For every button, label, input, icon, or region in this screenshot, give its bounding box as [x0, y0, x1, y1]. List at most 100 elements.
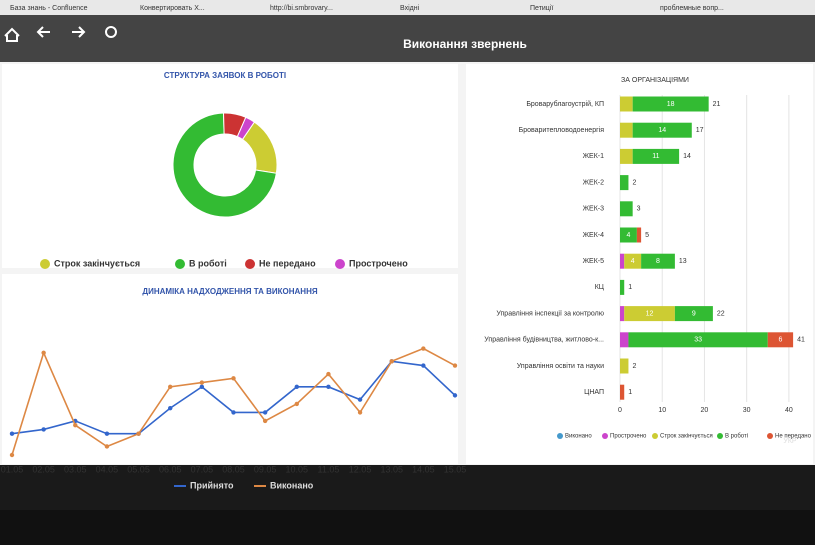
- line-point: [168, 384, 173, 390]
- line-point: [104, 444, 110, 449]
- segment-label: 33: [694, 337, 702, 344]
- legend-label: Прийнято: [190, 480, 234, 490]
- line-point: [73, 422, 78, 428]
- panel-line: [2, 274, 458, 464]
- bookmark[interactable]: http://bi.smbrovary...: [270, 5, 333, 12]
- bookmark[interactable]: Вхідні: [400, 4, 420, 12]
- taskbar-lang: УКР: [783, 438, 797, 445]
- bar-segment: [636, 227, 642, 243]
- forward-button[interactable]: [72, 26, 86, 38]
- bar-segment: [632, 122, 692, 138]
- bar-segment: [674, 306, 713, 322]
- y-tick-label: Управління будівництва, житлово-к...: [484, 336, 604, 344]
- segment-label: 6: [778, 337, 782, 344]
- x-tick-label: 08.05: [222, 464, 245, 474]
- legend-swatch: [175, 259, 185, 269]
- line-point: [231, 376, 236, 381]
- y-tick-label: ЖЕК-2: [583, 179, 605, 186]
- line-point: [262, 410, 268, 415]
- back-button[interactable]: [36, 26, 50, 38]
- bar-segment: [620, 358, 629, 374]
- segment-label: 18: [667, 101, 675, 108]
- x-tick-label: 40: [785, 407, 793, 414]
- y-tick-label: ЖЕК-5: [583, 258, 605, 265]
- total-label: 22: [717, 310, 725, 317]
- legend-swatch: [245, 259, 255, 269]
- donut-slice: [236, 116, 256, 141]
- line-point: [104, 431, 110, 436]
- legend-swatch: [335, 259, 345, 269]
- x-tick-label: 30: [743, 407, 751, 414]
- home-button[interactable]: [4, 27, 20, 42]
- total-label: 14: [683, 153, 691, 160]
- legend-label: В роботі: [725, 434, 748, 440]
- legend-swatch: [717, 433, 723, 439]
- bar-segment: [641, 253, 675, 269]
- bar-segment: [632, 96, 709, 112]
- bar-segment: [620, 279, 625, 295]
- line-point: [452, 393, 458, 398]
- total-label: 3: [637, 206, 641, 213]
- legend-label: Прострочено: [349, 258, 408, 268]
- segment-label: 14: [658, 127, 666, 134]
- x-tick-label: 06.05: [159, 464, 182, 474]
- line-point: [326, 371, 331, 377]
- bookmark[interactable]: Конвертировать Х...: [140, 5, 205, 12]
- line-point: [294, 384, 299, 390]
- legend-label: В роботі: [189, 258, 227, 268]
- legend-label: Строк закінчується: [54, 258, 140, 268]
- segment-label: 11: [652, 153, 659, 160]
- x-tick-label: 10: [658, 407, 666, 414]
- bar-segment: [620, 122, 633, 138]
- line-point: [41, 350, 46, 355]
- line-point: [452, 363, 458, 368]
- bar-segment: [628, 332, 768, 348]
- bar-segment: [767, 332, 794, 348]
- chart-title: ЗА ОРГАНІЗАЦІЯМИ: [621, 77, 689, 84]
- bookmark[interactable]: Петиції: [530, 4, 553, 12]
- y-tick-label: Броварублагоустрій, КП: [526, 100, 604, 108]
- bar-segment: [632, 148, 680, 164]
- line-point: [231, 410, 236, 415]
- donut-slice: [172, 112, 277, 218]
- legend-label: Не передано: [775, 434, 812, 440]
- x-tick-label: 15.05: [444, 464, 467, 474]
- segment-label: 12: [646, 310, 654, 317]
- segment-label: 8: [656, 258, 660, 265]
- x-tick-label: 10.05: [286, 464, 309, 474]
- total-label: 41: [797, 337, 805, 344]
- line-point: [389, 359, 394, 364]
- segment-label: 4: [626, 232, 630, 239]
- bar-segment: [620, 201, 633, 217]
- legend-swatch: [40, 259, 50, 269]
- legend-label: Виконано: [270, 480, 314, 490]
- x-tick-label: 04.05: [96, 464, 119, 474]
- x-tick-label: 0: [618, 407, 622, 414]
- bar-segment: [620, 96, 633, 112]
- bar-segment: [620, 175, 629, 191]
- total-label: 2: [632, 179, 636, 186]
- line-point: [199, 380, 205, 385]
- x-tick-label: 03.05: [64, 464, 87, 474]
- y-tick-label: КЦ: [595, 284, 605, 291]
- total-label: 5: [645, 232, 649, 239]
- total-label: 1: [628, 284, 632, 291]
- line-point: [199, 384, 205, 390]
- legend-label: Строк закінчується: [660, 434, 713, 440]
- segment-label: 4: [631, 258, 635, 265]
- bar-segment: [620, 253, 625, 269]
- legend-swatch: [767, 433, 773, 439]
- app-title: Виконання звернень: [403, 37, 527, 51]
- legend-label: Не передано: [259, 258, 316, 268]
- line-point: [326, 384, 331, 390]
- x-tick-label: 05.05: [127, 464, 150, 474]
- line-point: [421, 346, 426, 351]
- refresh-button[interactable]: [105, 26, 117, 38]
- total-label: 13: [679, 258, 687, 265]
- bookmark[interactable]: проблемные вопр...: [660, 4, 724, 12]
- line-point: [168, 405, 173, 411]
- bookmark[interactable]: База знань - Confluence: [10, 5, 88, 12]
- bookmark-bar: [0, 0, 815, 15]
- panel-donut: [2, 64, 458, 268]
- y-tick-label: ЖЕК-1: [583, 153, 605, 160]
